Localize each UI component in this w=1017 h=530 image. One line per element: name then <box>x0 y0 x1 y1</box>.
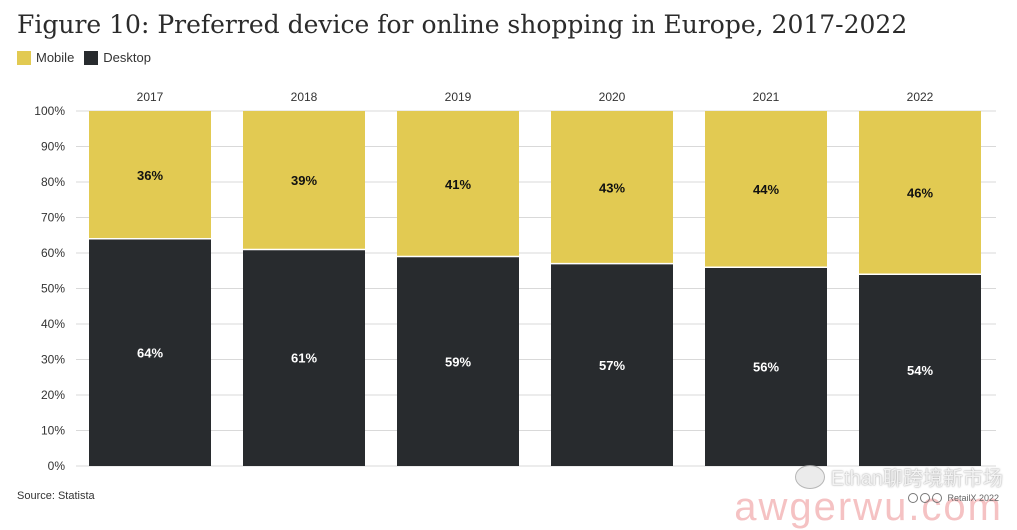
data-label-mobile: 44% <box>753 182 779 197</box>
data-label-mobile: 39% <box>291 173 317 188</box>
y-tick-label: 20% <box>41 388 65 402</box>
cc-icon <box>908 493 919 503</box>
data-label-desktop: 59% <box>445 354 471 369</box>
category-label: 2021 <box>753 90 780 104</box>
legend-item-desktop: Desktop <box>84 50 151 65</box>
data-label-mobile: 43% <box>599 180 625 195</box>
data-label-mobile: 41% <box>445 177 471 192</box>
watermark-text2: awgerwu.com <box>734 485 1003 529</box>
credit: RetailX 2022 <box>908 493 999 503</box>
data-label-desktop: 61% <box>291 351 317 366</box>
nd-icon <box>932 493 943 503</box>
bar-segment-mobile <box>243 111 365 250</box>
data-label-mobile: 46% <box>907 186 933 201</box>
y-tick-label: 70% <box>41 211 65 225</box>
bar-segment-mobile <box>397 111 519 257</box>
y-tick-label: 50% <box>41 282 65 296</box>
legend-label-mobile: Mobile <box>36 50 75 65</box>
watermark-line1: Ethan聊跨境新市场 <box>794 462 1003 491</box>
data-label-desktop: 57% <box>599 358 625 373</box>
category-label: 2017 <box>137 90 164 104</box>
bar-segment-desktop <box>397 256 519 466</box>
category-label: 2019 <box>445 90 472 104</box>
y-tick-label: 40% <box>41 317 65 331</box>
bar-segment-mobile <box>859 111 981 275</box>
legend-item-mobile: Mobile <box>17 50 74 65</box>
by-icon <box>920 493 931 503</box>
category-label: 2022 <box>907 90 934 104</box>
y-tick-label: 80% <box>41 175 65 189</box>
y-tick-label: 30% <box>41 353 65 367</box>
bar-segment-mobile <box>551 111 673 264</box>
y-tick-label: 0% <box>48 459 66 473</box>
data-label-desktop: 64% <box>137 345 163 360</box>
bar-segment-desktop <box>243 249 365 466</box>
bar-segment-desktop <box>551 263 673 466</box>
legend-label-desktop: Desktop <box>103 50 151 65</box>
legend: Mobile Desktop <box>17 50 161 65</box>
bar-segment-mobile <box>705 111 827 268</box>
y-tick-label: 90% <box>41 140 65 154</box>
bar-segment-desktop <box>705 267 827 466</box>
bar-segment-mobile <box>89 111 211 239</box>
wechat-icon <box>794 464 825 489</box>
watermark-text1: Ethan聊跨境新市场 <box>830 468 1003 490</box>
legend-swatch-desktop <box>84 50 99 65</box>
bar-segment-desktop <box>859 274 981 466</box>
category-label: 2020 <box>599 90 626 104</box>
y-tick-label: 100% <box>34 104 65 118</box>
bar-segment-desktop <box>89 238 211 466</box>
y-tick-label: 10% <box>41 424 65 438</box>
data-label-mobile: 36% <box>137 168 163 183</box>
category-label: 2018 <box>291 90 318 104</box>
data-label-desktop: 54% <box>907 363 933 378</box>
data-label-desktop: 56% <box>753 360 779 375</box>
y-tick-label: 60% <box>41 246 65 260</box>
credit-text: RetailX 2022 <box>947 493 999 503</box>
source-note: Source: Statista <box>17 490 95 502</box>
legend-swatch-mobile <box>17 50 31 65</box>
chart-title: Figure 10: Preferred device for online s… <box>17 10 908 39</box>
